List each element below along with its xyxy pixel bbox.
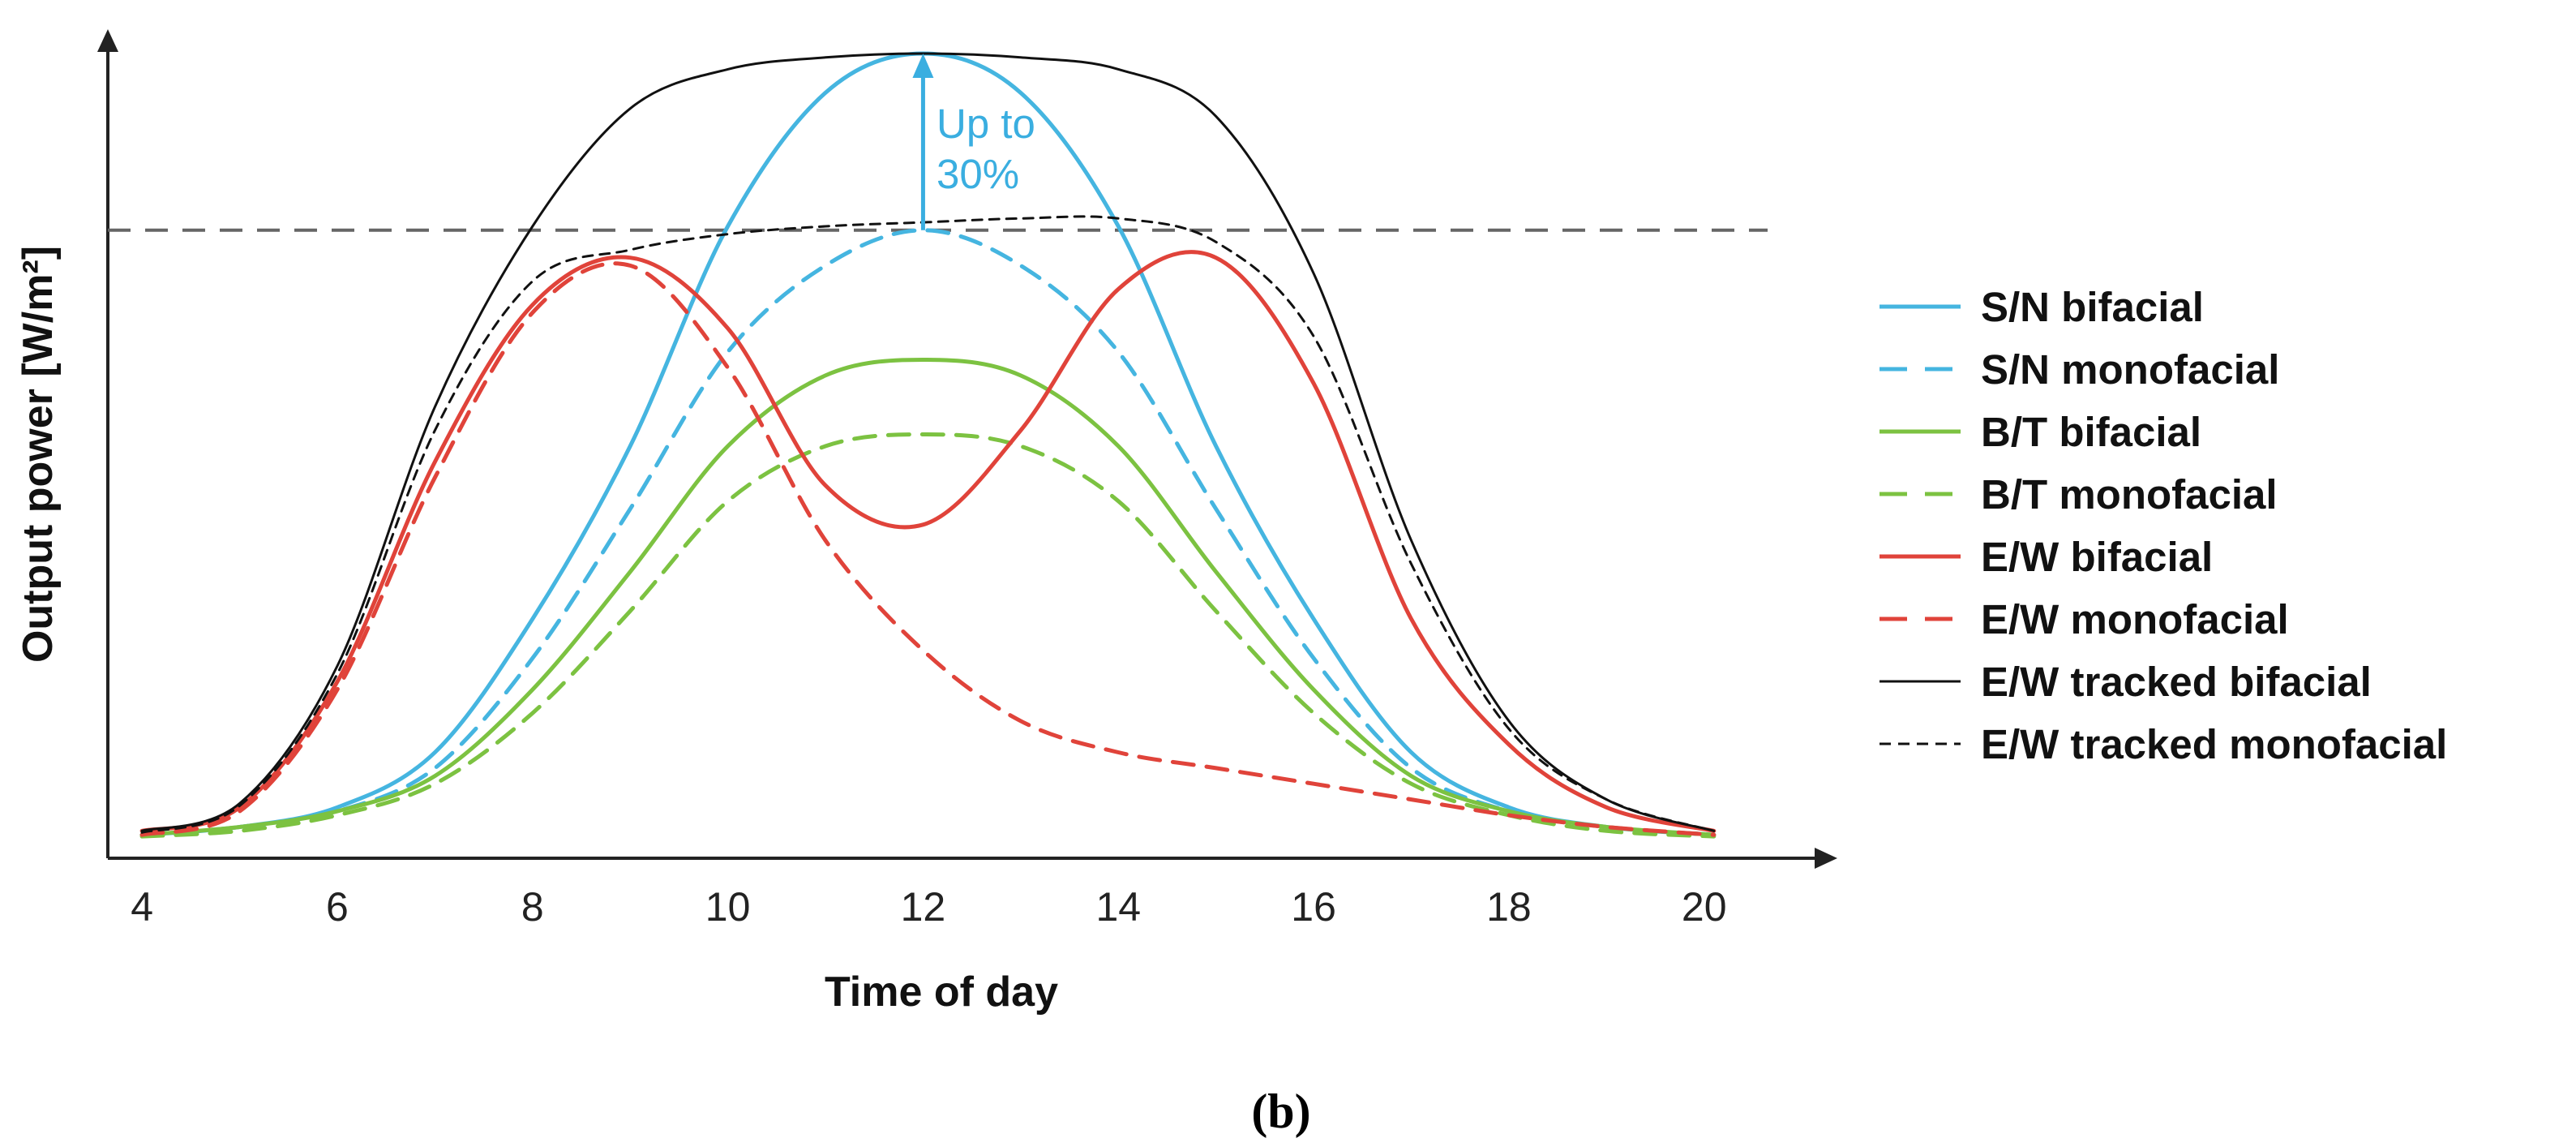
y-axis-arrow <box>97 29 118 52</box>
legend-label: E/W bifacial <box>1981 534 2213 580</box>
x-tick-label: 10 <box>705 884 751 930</box>
series-line-s-n-monofacial <box>139 228 1717 837</box>
annotation-line-1: Up to <box>937 101 1035 147</box>
series-line-b-t-monofacial <box>139 432 1717 839</box>
annotation: Up to 30% <box>912 54 1035 230</box>
legend-label: E/W tracked monofacial <box>1981 721 2447 767</box>
x-tick-label: 12 <box>901 884 946 930</box>
annotation-line-2: 30% <box>937 151 1019 197</box>
series-line-b-t-bifacial <box>139 357 1717 837</box>
series-line-e-w-monofacial <box>139 261 1717 837</box>
x-tick-labels: 4 6 8 10 12 14 16 18 20 <box>131 884 1726 930</box>
annotation-arrow-head <box>912 54 934 78</box>
legend-label: S/N bifacial <box>1981 284 2204 330</box>
x-tick-label: 14 <box>1095 884 1141 930</box>
legend-label: B/T monofacial <box>1981 471 2278 518</box>
axes <box>97 29 1837 869</box>
x-tick-label: 16 <box>1291 884 1336 930</box>
x-axis-arrow <box>1815 848 1837 869</box>
legend-label: E/W tracked bifacial <box>1981 659 2372 705</box>
legend-label: E/W monofacial <box>1981 596 2289 642</box>
x-tick-label: 18 <box>1486 884 1532 930</box>
series-line-s-n-bifacial <box>139 51 1717 837</box>
series-lines <box>139 51 1717 839</box>
series-line-e-w-tracked-bifacial <box>140 52 1716 832</box>
x-tick-label: 6 <box>326 884 349 930</box>
panel-label: (b) <box>1251 1085 1310 1138</box>
legend: S/N bifacial S/N monofacial B/T bifacial B/… <box>1879 284 2447 767</box>
x-tick-label: 8 <box>521 884 544 930</box>
series-line-e-w-bifacial <box>139 250 1717 833</box>
x-axis-title: Time of day <box>825 969 1058 1016</box>
legend-label: B/T bifacial <box>1981 409 2201 455</box>
legend-label: S/N monofacial <box>1981 346 2279 393</box>
x-tick-label: 4 <box>131 884 153 930</box>
y-axis-title: Output power [W/m²] <box>15 246 62 663</box>
x-tick-label: 20 <box>1682 884 1727 930</box>
